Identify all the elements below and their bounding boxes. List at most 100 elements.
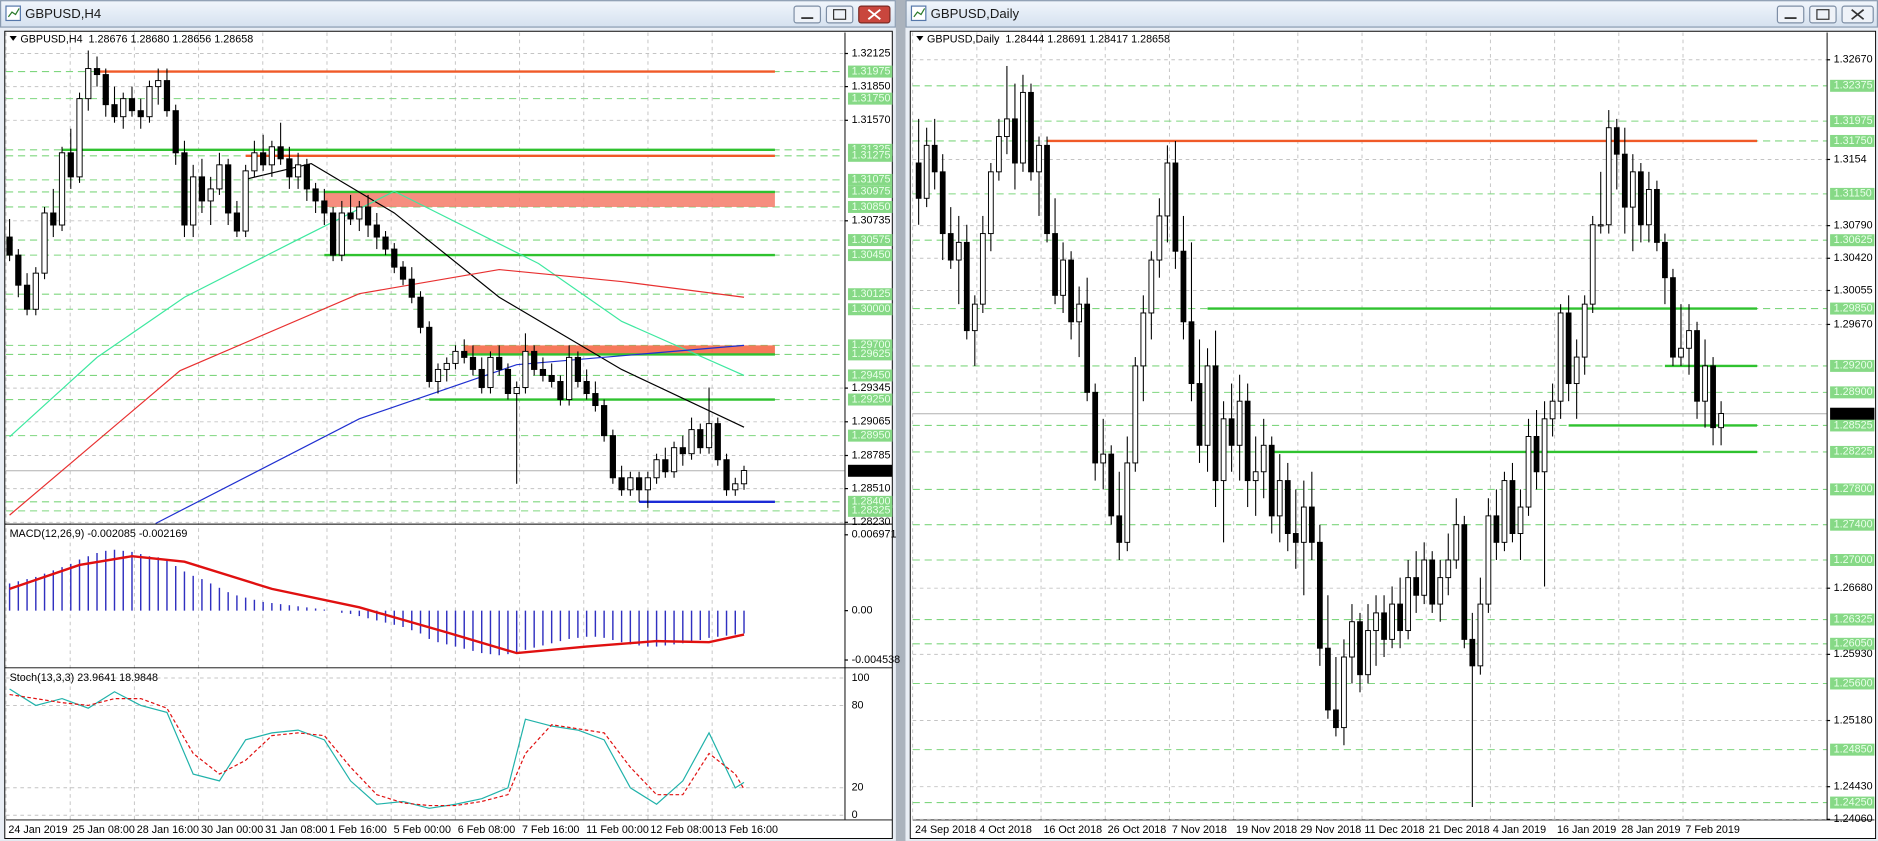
candle-body	[618, 477, 625, 491]
close-button[interactable]	[858, 5, 891, 24]
date-label: 28 Jan 16:00	[137, 824, 199, 836]
date-label: 6 Feb 08:00	[458, 824, 515, 836]
level-box	[1830, 637, 1875, 650]
candle-body	[1180, 250, 1187, 323]
level-label: 1.32375	[1834, 80, 1873, 92]
level-label: 1.31975	[852, 65, 891, 77]
price-label: 1.3154	[1834, 153, 1867, 165]
max-button-box[interactable]	[825, 5, 854, 24]
candle-body	[705, 423, 713, 449]
candle-body	[312, 188, 319, 202]
candle-body	[1557, 312, 1564, 402]
candle-body	[1092, 391, 1099, 464]
level-label: 1.27000	[1834, 554, 1873, 566]
candle-body	[146, 86, 153, 118]
min-button-box[interactable]	[793, 5, 822, 24]
min-button[interactable]	[1776, 5, 1805, 24]
candle-body	[347, 212, 354, 220]
level-label: 1.29450	[852, 369, 891, 381]
close-glyph[interactable]	[1851, 9, 1865, 20]
min-button[interactable]	[793, 5, 822, 24]
level-label: 1.31750	[1834, 135, 1873, 147]
candle-body	[1220, 418, 1227, 482]
candle-body	[120, 98, 127, 118]
candle-body	[1389, 603, 1395, 640]
stoch-tick-label: 80	[852, 699, 864, 711]
min-button-box[interactable]	[1776, 5, 1805, 24]
price-label: 1.30420	[1834, 252, 1873, 264]
max-button-box[interactable]	[1809, 5, 1837, 24]
level-box	[847, 234, 893, 247]
candle-body	[1405, 577, 1412, 632]
date-label: 21 Dec 2018	[1429, 824, 1490, 836]
candle-body	[399, 266, 407, 280]
level-box	[847, 249, 893, 262]
candle-body	[1589, 224, 1596, 305]
level-box	[1830, 302, 1875, 315]
level-box	[1830, 234, 1875, 247]
candle-body	[714, 423, 721, 461]
level-box	[847, 173, 893, 186]
candle-body	[1228, 418, 1235, 446]
price-label: 1.30735	[852, 215, 891, 227]
candle-body	[1421, 559, 1428, 596]
candle-body	[23, 284, 31, 310]
price-label: 1.30790	[1834, 219, 1873, 231]
price-label: 1.29670	[1834, 318, 1873, 330]
candle-body	[504, 368, 512, 394]
level-label: 1.24250	[1834, 796, 1873, 808]
level-box	[847, 339, 893, 352]
level-box	[847, 200, 893, 213]
level-box	[1830, 445, 1875, 458]
candle-body	[321, 200, 328, 214]
level-label: 1.29200	[1834, 360, 1873, 372]
candle-body	[1164, 162, 1171, 217]
candle-body	[1204, 365, 1211, 446]
candle-body	[1349, 621, 1355, 658]
candle-body	[268, 146, 275, 166]
level-label: 1.30575	[852, 234, 891, 246]
candle-body	[662, 459, 669, 473]
candle-body	[76, 98, 83, 178]
candle-body	[1621, 153, 1628, 208]
price-label: 1.32125	[852, 47, 891, 59]
close-button[interactable]	[1841, 5, 1874, 24]
level-label: 1.31150	[1834, 188, 1872, 200]
date-label: 7 Feb 2019	[1685, 824, 1739, 836]
stoch-label: Stoch(13,3,3) 23.9641 18.9848	[10, 672, 158, 684]
candle-body	[1012, 118, 1018, 164]
max-glyph[interactable]	[1816, 9, 1830, 20]
candle-body	[627, 477, 634, 491]
level-label: 1.31075	[852, 174, 891, 186]
level-box	[1830, 187, 1875, 200]
date-label: 19 Nov 2018	[1236, 824, 1297, 836]
chart-info: GBPUSD,H4 1.28676 1.28680 1.28656 1.2865…	[20, 33, 253, 45]
price-label: 1.29345	[852, 382, 891, 394]
candle-body	[1485, 515, 1492, 605]
stoch-signal	[9, 693, 745, 807]
candle-body	[1156, 215, 1163, 261]
level-box	[1830, 613, 1875, 626]
close-glyph[interactable]	[867, 8, 881, 21]
chart-info: GBPUSD,Daily 1.28444 1.28691 1.28417 1.2…	[927, 33, 1170, 45]
candle-body	[996, 136, 1002, 173]
candle-body	[137, 110, 144, 118]
date-label: 24 Jan 2019	[8, 824, 67, 836]
level-label: 1.28900	[1834, 386, 1873, 398]
date-label: 25 Jan 08:00	[73, 824, 135, 836]
candle-body	[522, 350, 529, 388]
max-button[interactable]	[1809, 5, 1837, 24]
current-price-box	[1830, 407, 1875, 420]
max-button[interactable]	[825, 5, 854, 24]
level-label: 1.30000	[852, 303, 891, 315]
macd-tick-label: 0.006971	[852, 529, 897, 541]
candle-body	[1646, 188, 1652, 226]
candle-body	[286, 158, 293, 178]
level-label: 1.28325	[852, 505, 891, 517]
stoch-main	[9, 688, 745, 809]
candle-body	[294, 164, 302, 178]
candle-body	[452, 350, 459, 364]
candle-body	[1188, 321, 1195, 385]
max-glyph[interactable]	[833, 9, 847, 20]
